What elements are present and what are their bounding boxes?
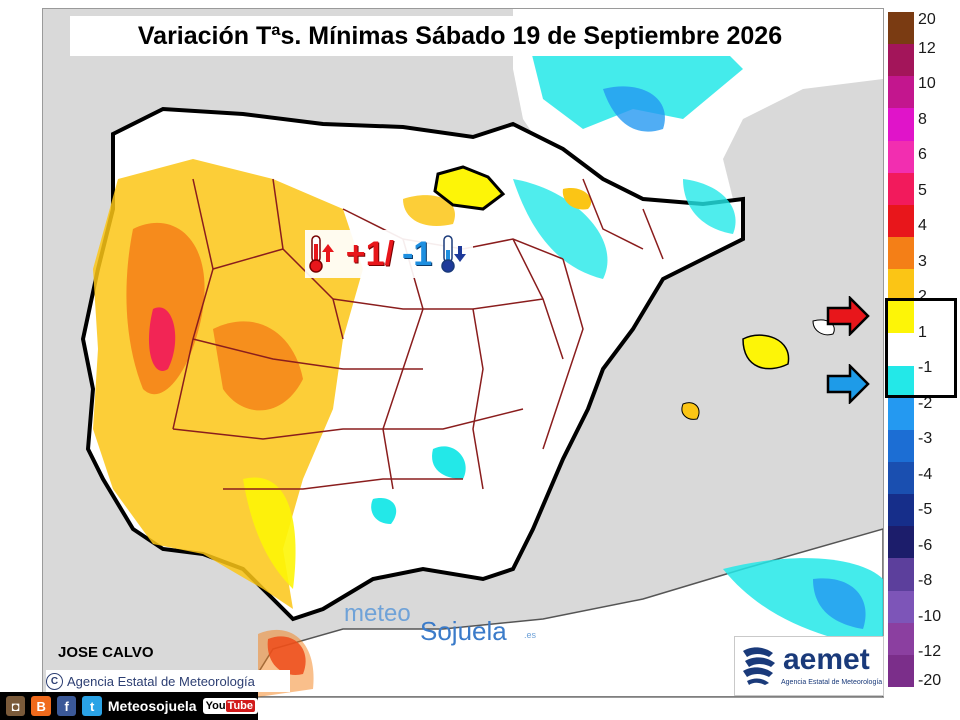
youtube-icon[interactable]: You Tube	[202, 698, 259, 714]
legend-swatch	[888, 44, 914, 77]
legend-swatch	[888, 526, 914, 559]
legend-swatch	[888, 397, 914, 431]
legend-swatch	[888, 12, 914, 45]
range-minus-text: -1	[401, 234, 433, 273]
la-rioja-outline	[433, 165, 506, 211]
legend-swatch	[888, 429, 914, 463]
legend-swatch	[888, 237, 914, 270]
legend-label: -20	[918, 672, 942, 689]
instagram-icon[interactable]: ◘	[6, 696, 26, 716]
legend-swatch	[888, 622, 914, 656]
legend-label: -12	[918, 643, 942, 661]
range-badge: +1/ -1	[305, 230, 473, 278]
legend-label: -2	[918, 394, 933, 412]
author-label: JOSE CALVO	[58, 644, 154, 661]
iberia-map	[43, 9, 883, 697]
legend-label: -8	[918, 572, 933, 590]
thermometer-warm-icon	[309, 235, 334, 273]
legend-label: 8	[918, 110, 927, 128]
legend-label: -4	[918, 465, 933, 483]
east-cyan	[683, 179, 736, 234]
social-handle[interactable]: Meteosojuela	[107, 698, 197, 714]
agency-credit-text: Agencia Estatal de Meteorología	[67, 673, 255, 689]
legend-label: 3	[918, 252, 927, 270]
copyright-icon: C	[46, 672, 63, 690]
france-blue	[603, 86, 665, 132]
youtube-you: You	[205, 700, 226, 712]
social-bar: ◘ B f t Meteosojuela You Tube	[0, 692, 259, 720]
legend-label: -6	[918, 536, 933, 554]
center-cyan-2	[371, 498, 397, 524]
aemet-name: aemet	[783, 643, 870, 676]
watermark-part2: Sojuela	[420, 616, 507, 646]
range-plus-text: +1/	[345, 234, 394, 273]
legend-label: -10	[918, 607, 942, 625]
red-arrow-icon	[826, 296, 870, 336]
legend-label: -1	[918, 359, 933, 377]
africa-cyan-region	[723, 558, 883, 649]
legend-swatch	[888, 269, 914, 302]
africa-blue-region	[813, 578, 866, 629]
aemet-sub: Agencia Estatal de Meteorología	[781, 679, 883, 686]
legend-label: 12	[918, 39, 936, 57]
map-frame	[42, 8, 884, 698]
legend-label: 2	[918, 288, 927, 306]
center-cyan-1	[432, 446, 466, 479]
west-red-spot	[148, 307, 176, 371]
youtube-tube: Tube	[225, 700, 256, 712]
legend-swatch	[888, 333, 914, 367]
legend-swatch	[888, 76, 914, 109]
legend-swatch	[888, 462, 914, 495]
ibiza-island	[681, 402, 700, 420]
legend-label: -3	[918, 430, 933, 448]
agency-credit: C Agencia Estatal de Meteorología	[46, 670, 290, 692]
twitter-icon[interactable]: t	[82, 696, 102, 716]
aemet-logo-icon	[743, 647, 775, 685]
aemet-logo: aemet Agencia Estatal de Meteorología	[734, 636, 884, 696]
legend-label: 4	[918, 217, 927, 235]
legend-highlight-box	[885, 298, 957, 398]
legend-label: 5	[918, 181, 927, 199]
legend-swatch	[888, 108, 914, 142]
facebook-icon[interactable]: f	[56, 696, 77, 716]
legend-swatch	[888, 204, 914, 238]
thermometer-cold-icon	[441, 235, 467, 273]
west-orange-region	[126, 222, 205, 395]
watermark-part3: .es	[524, 630, 537, 640]
legend-label: 10	[918, 75, 936, 93]
northeast-cyan	[513, 179, 608, 279]
legend-swatch	[888, 590, 914, 624]
map-title: Variación Tªs. Mínimas Sábado 19 de Sept…	[70, 16, 850, 56]
legend-swatch	[888, 365, 914, 399]
mallorca-island	[742, 334, 790, 370]
legend-swatch	[888, 558, 914, 592]
blue-arrow-icon	[826, 364, 870, 404]
north-yellow	[403, 195, 455, 227]
legend-swatch	[888, 654, 914, 688]
legend-bar	[888, 12, 914, 688]
legend-swatch	[888, 140, 914, 174]
africa-landmass	[242, 528, 883, 697]
legend-swatch	[888, 494, 914, 527]
legend-swatch	[888, 301, 914, 334]
legend-label: 6	[918, 146, 927, 164]
legend-label: -5	[918, 501, 933, 519]
watermark-part1: meteo	[344, 600, 411, 627]
legend-label: 20	[918, 11, 936, 28]
meteosojuela-watermark: meteo Sojuela .es	[344, 596, 564, 646]
south-yellow	[243, 477, 296, 589]
color-legend: 20 12 10 8 6 5 4 3 2 1 -1 -2 -3 -4 -5 -6 -8 -10 -12 -20	[888, 12, 960, 712]
east-yellow-spot	[562, 188, 592, 210]
legend-label: 1	[918, 323, 927, 341]
blogger-icon[interactable]: B	[31, 696, 51, 716]
center-orange-region	[213, 321, 303, 411]
legend-swatch	[888, 172, 914, 206]
